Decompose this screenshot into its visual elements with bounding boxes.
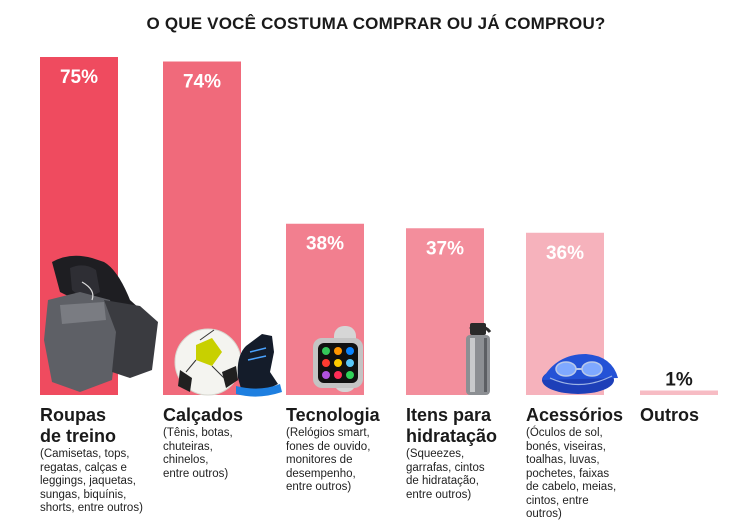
bar-6 xyxy=(640,390,718,395)
category-description-5: (Óculos de sol, bonés, viseiras, toalhas, … xyxy=(526,427,616,522)
swim-goggles-cap-icon xyxy=(542,354,618,394)
category-label-4: Itens para hidratação xyxy=(406,405,497,447)
training-clothes-icon xyxy=(44,255,158,392)
category-label-line: hidratação xyxy=(406,426,498,446)
category-label-line: Tecnologia xyxy=(286,405,380,425)
category-description-line: (Relógios smart, xyxy=(286,427,370,439)
category-label-5: Acessórios xyxy=(526,405,623,426)
water-bottle-icon xyxy=(466,323,492,395)
value-label-4: 37% xyxy=(426,238,464,259)
category-description-line: chuteiras, xyxy=(163,440,213,453)
category-label-1: Roupas de treino xyxy=(40,405,116,447)
value-label-5: 36% xyxy=(546,243,584,264)
category-description-line: de hidratação, xyxy=(406,475,479,487)
category-label-line: Acessórios xyxy=(526,405,624,425)
category-description-line: shorts, entre outros) xyxy=(40,502,143,514)
category-description-line: fones de ouvido, xyxy=(286,440,371,453)
category-description-line: outros) xyxy=(526,508,562,520)
category-description-line: (Camisetas, tops, xyxy=(40,448,130,460)
category-description-4: (Squeezes, garrafas, cintos de hidratação,… xyxy=(406,448,485,502)
category-description-line: sungas, biquínis, xyxy=(40,488,127,501)
category-description-line: toalhas, luvas, xyxy=(526,454,600,466)
category-label-3: Tecnologia xyxy=(286,405,380,426)
category-description-3: (Relógios smart, fones de ouvido, monitore… xyxy=(286,427,370,495)
value-label-3: 38% xyxy=(306,234,344,255)
category-label-line: Calçados xyxy=(163,405,244,425)
category-description-line: pochetes, faixas xyxy=(526,467,610,480)
category-description-line: chinelos, xyxy=(163,454,209,466)
category-description-line: entre outros) xyxy=(406,488,472,501)
sneakers-ball-icon xyxy=(174,328,282,397)
category-label-line: Itens para xyxy=(406,405,492,425)
category-description-line: leggings, jaquetas, xyxy=(40,475,136,487)
category-description-line: entre outros) xyxy=(163,467,229,480)
value-label-6: 1% xyxy=(665,369,693,390)
category-description-line: entre outros) xyxy=(286,481,352,493)
category-description-line: (Tênis, botas, xyxy=(163,427,233,439)
category-label-2: Calçados xyxy=(163,405,243,426)
category-label-line: Outros xyxy=(640,405,700,425)
category-description-1: (Camisetas, tops, regatas, calças e leggin… xyxy=(40,448,143,516)
category-description-2: (Tênis, botas, chuteiras, chinelos, entre o… xyxy=(163,427,233,481)
category-description-line: (Óculos de sol, xyxy=(526,427,603,439)
category-description-line: monitores de xyxy=(286,454,353,466)
smartwatch-icon xyxy=(313,326,363,392)
category-description-line: garrafas, cintos xyxy=(406,461,485,474)
category-description-line: cintos, entre xyxy=(526,494,589,507)
chart-title: O QUE VOCÊ COSTUMA COMPRAR OU JÁ COMPROU… xyxy=(146,14,606,33)
category-description-line: de cabelo, meias, xyxy=(526,481,617,493)
category-label-line: Roupas xyxy=(40,405,107,425)
value-label-2: 74% xyxy=(183,72,221,93)
category-label-6: Outros xyxy=(640,405,699,426)
category-description-line: desempenho, xyxy=(286,467,356,480)
value-label-1: 75% xyxy=(60,67,98,88)
category-description-line: regatas, calças e xyxy=(40,461,127,474)
category-description-line: bonés, viseiras, xyxy=(526,440,606,453)
category-description-line: (Squeezes, xyxy=(406,448,465,460)
category-label-line: de treino xyxy=(40,426,117,446)
